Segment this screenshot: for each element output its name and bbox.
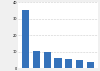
Bar [87, 62, 94, 68]
Bar [54, 58, 62, 68]
Bar [44, 52, 51, 68]
Bar [22, 10, 29, 68]
Bar [33, 51, 40, 68]
Bar [65, 59, 72, 68]
Bar [76, 60, 83, 68]
